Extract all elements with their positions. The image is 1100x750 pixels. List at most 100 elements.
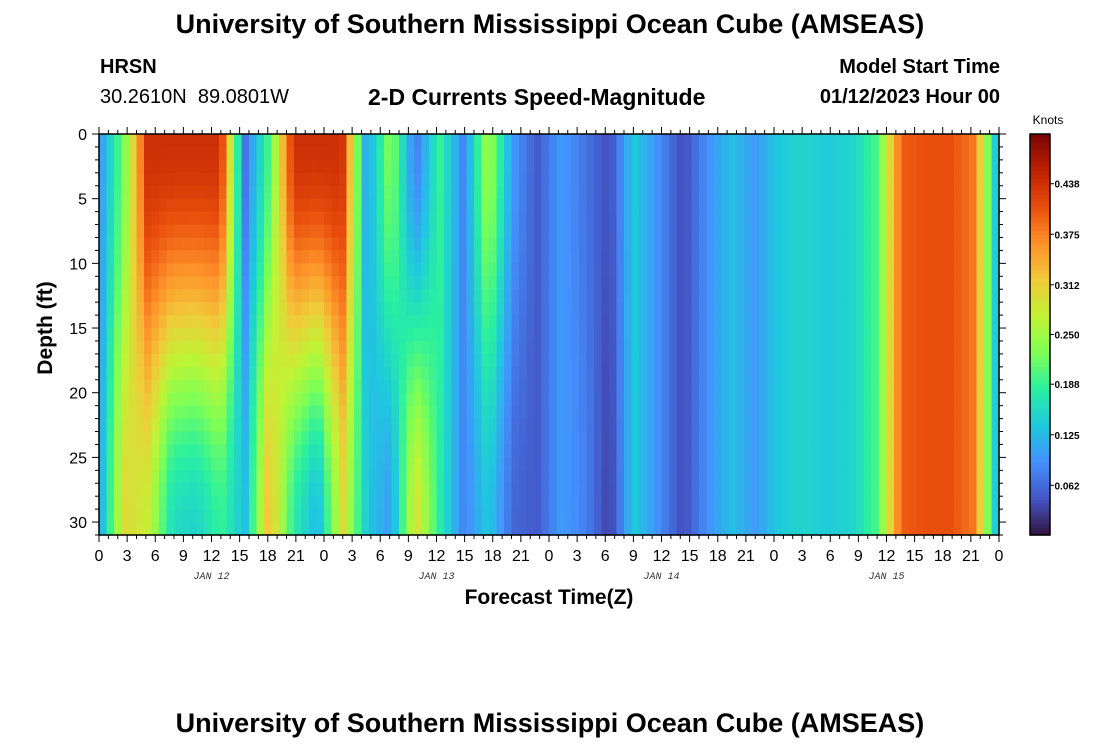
heatmap-cell <box>961 392 970 407</box>
heatmap-cell <box>841 146 850 161</box>
heatmap-cell <box>571 418 580 433</box>
heatmap-cell <box>324 418 333 433</box>
heatmap-cell <box>766 366 775 381</box>
heatmap-cell <box>819 237 828 252</box>
heatmap-cell <box>601 431 610 446</box>
heatmap-cell <box>196 315 205 329</box>
heatmap-cell <box>234 224 243 239</box>
heatmap-cell <box>789 431 798 446</box>
heatmap-cell <box>421 159 430 174</box>
heatmap-cell <box>706 496 715 510</box>
heatmap-cell <box>174 328 183 342</box>
heatmap-cell <box>894 159 903 174</box>
heatmap-cell <box>714 289 723 303</box>
heatmap-cell <box>699 444 708 458</box>
heatmap-cell <box>204 185 213 200</box>
heatmap-cell <box>324 328 333 342</box>
heatmap-cell <box>99 185 108 200</box>
heatmap-cell <box>444 134 453 148</box>
heatmap-cell <box>894 431 903 446</box>
heatmap-cell <box>196 146 205 161</box>
heatmap-cell <box>916 159 925 174</box>
heatmap-cell <box>631 457 640 471</box>
heatmap-cell <box>579 366 588 381</box>
heatmap-cell <box>256 522 265 536</box>
heatmap-cell <box>871 379 880 394</box>
heatmap-cell <box>174 470 183 484</box>
heatmap-cell <box>129 509 138 523</box>
heatmap-cell <box>961 328 970 342</box>
heatmap-cell <box>789 392 798 407</box>
heatmap-cell <box>264 483 273 497</box>
heatmap-cell <box>316 159 325 174</box>
heatmap-cell <box>549 224 558 239</box>
heatmap-cell <box>669 353 678 368</box>
heatmap-cell <box>406 340 415 355</box>
heatmap-cell <box>121 444 130 458</box>
heatmap-cell <box>819 418 828 433</box>
heatmap-cell <box>279 134 288 148</box>
heatmap-cell <box>234 315 243 329</box>
heatmap-cell <box>241 315 250 329</box>
heatmap-cell <box>166 134 175 148</box>
heatmap-cell <box>579 211 588 226</box>
heatmap-cell <box>256 328 265 342</box>
heatmap-cell <box>99 302 108 316</box>
heatmap-cell <box>166 431 175 446</box>
heatmap-cell <box>189 289 198 303</box>
heatmap-cell <box>406 353 415 368</box>
heatmap-cell <box>616 315 625 329</box>
heatmap-cell <box>684 353 693 368</box>
heatmap-cell <box>751 276 760 290</box>
heatmap-cell <box>474 509 483 523</box>
heatmap-cell <box>579 340 588 355</box>
heatmap-cell <box>961 250 970 264</box>
heatmap-cell <box>376 315 385 329</box>
heatmap-cell <box>586 522 595 536</box>
colorbar-segment <box>1030 470 1050 476</box>
heatmap-cell <box>474 276 483 290</box>
heatmap-cell <box>946 211 955 226</box>
heatmap-cell <box>639 134 648 148</box>
heatmap-cell <box>166 509 175 523</box>
heatmap-cell <box>796 431 805 446</box>
heatmap-cell <box>166 146 175 161</box>
heatmap-cell <box>774 146 783 161</box>
heatmap-cell <box>969 470 978 484</box>
heatmap-cell <box>991 509 1000 523</box>
heatmap-cell <box>489 366 498 381</box>
colorbar-segment <box>1030 530 1050 536</box>
heatmap-cell <box>451 224 460 239</box>
heatmap-cell <box>129 276 138 290</box>
heatmap-cell <box>924 224 933 239</box>
heatmap-cell <box>144 134 153 148</box>
heatmap-cell <box>616 340 625 355</box>
heatmap-cell <box>594 250 603 264</box>
heatmap-cell <box>466 366 475 381</box>
heatmap-cell <box>721 418 730 433</box>
heatmap-cell <box>684 211 693 226</box>
heatmap-cell <box>871 250 880 264</box>
heatmap-cell <box>579 470 588 484</box>
heatmap-cell <box>316 237 325 252</box>
heatmap-cell <box>706 379 715 394</box>
heatmap-cell <box>406 522 415 536</box>
heatmap-cell <box>451 431 460 446</box>
heatmap-cell <box>661 276 670 290</box>
heatmap-cell <box>819 379 828 394</box>
heatmap-cell <box>534 340 543 355</box>
heatmap-cell <box>961 276 970 290</box>
heatmap-cell <box>181 509 190 523</box>
heatmap-cell <box>894 185 903 200</box>
heatmap-cell <box>99 159 108 174</box>
heatmap-cell <box>646 224 655 239</box>
heatmap-cell <box>496 276 505 290</box>
x-axis-title: Forecast Time(Z) <box>465 586 634 609</box>
heatmap-cell <box>436 185 445 200</box>
heatmap-cell <box>474 134 483 148</box>
heatmap-cell <box>639 302 648 316</box>
heatmap-cell <box>654 379 663 394</box>
heatmap-cell <box>894 198 903 213</box>
heatmap-cell <box>834 289 843 303</box>
heatmap-cell <box>841 509 850 523</box>
